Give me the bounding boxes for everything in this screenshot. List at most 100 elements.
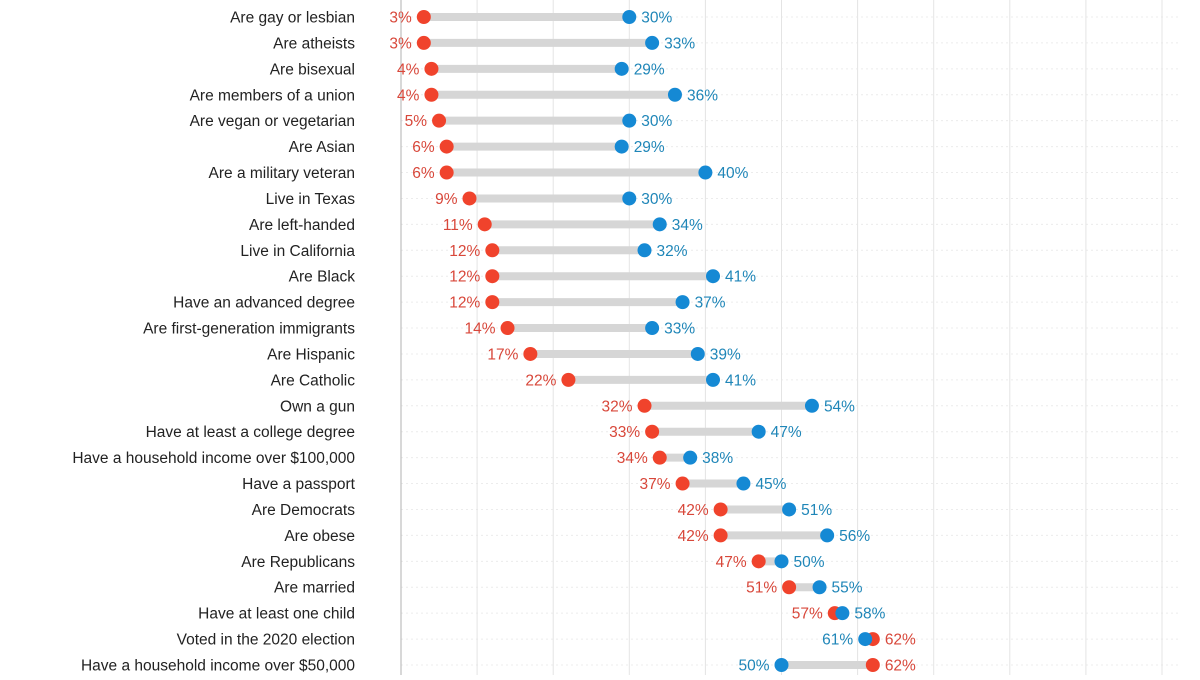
red-value-label: 51% (746, 580, 777, 597)
category-label: Are vegan or vegetarian (190, 113, 355, 130)
blue-value-label: 29% (634, 61, 665, 78)
blue-dot (690, 346, 705, 361)
red-dot (675, 476, 690, 491)
red-dot (439, 139, 454, 154)
blue-dot (614, 139, 629, 154)
blue-value-label: 30% (641, 10, 672, 27)
red-dot (477, 217, 492, 232)
category-label: Have a household income over $100,000 (72, 450, 355, 467)
dumbbell-row: Are members of a union 4% 36% (190, 87, 719, 104)
blue-dot (645, 35, 660, 50)
blue-dot (698, 165, 713, 180)
blue-dot (782, 502, 797, 517)
blue-value-label: 38% (702, 450, 733, 467)
red-value-label: 14% (465, 321, 496, 338)
dumbbell-row: Are Democrats 42% 51% (252, 502, 833, 519)
blue-dot (804, 398, 819, 413)
red-dot (751, 554, 766, 569)
category-label: Are gay or lesbian (230, 10, 355, 27)
red-value-label: 37% (640, 476, 671, 493)
red-value-label: 9% (435, 191, 458, 208)
blue-value-label: 30% (641, 113, 672, 130)
blue-dot (774, 658, 789, 672)
red-value-label: 4% (397, 87, 420, 104)
dumbbell-row: Are left-handed 11% 34% (249, 217, 703, 234)
dumbbell-row: Are atheists 3% 33% (273, 35, 695, 52)
red-dot (485, 269, 500, 284)
red-dot (782, 580, 797, 595)
blue-dot (652, 217, 667, 232)
blue-dot (667, 87, 682, 102)
category-label: Are married (274, 580, 355, 597)
dumbbell-row: Are Asian 6% 29% (289, 139, 665, 156)
red-value-label: 32% (601, 398, 632, 415)
blue-dot (820, 528, 835, 543)
category-label: Are first-generation immigrants (143, 321, 355, 338)
red-value-label: 12% (449, 269, 480, 286)
red-value-label: 62% (885, 632, 916, 649)
blue-value-label: 56% (839, 528, 870, 545)
blue-dot (622, 191, 637, 206)
dumbbell-row: Have at least a college degree 33% 47% (146, 424, 802, 441)
category-label: Are Democrats (252, 502, 356, 519)
red-value-label: 33% (609, 424, 640, 441)
red-dot (523, 346, 538, 361)
dumbbell-row: Own a gun 32% 54% (280, 398, 855, 415)
red-dot (652, 450, 667, 465)
red-value-label: 22% (525, 372, 556, 389)
blue-value-label: 51% (801, 502, 832, 519)
blue-value-label: 50% (738, 658, 769, 675)
red-value-label: 62% (885, 658, 916, 675)
red-value-label: 6% (412, 139, 435, 156)
blue-dot (751, 424, 766, 439)
red-dot (462, 191, 477, 206)
blue-dot (736, 476, 751, 491)
blue-dot (645, 321, 660, 336)
dumbbell-row: Are gay or lesbian 3% 30% (230, 10, 672, 27)
dumbbell-row: Are married 51% 55% (274, 580, 863, 597)
blue-dot (622, 10, 637, 24)
blue-value-label: 41% (725, 269, 756, 286)
red-value-label: 34% (617, 450, 648, 467)
red-value-label: 12% (449, 243, 480, 260)
red-dot (865, 658, 880, 672)
blue-dot (706, 269, 721, 284)
category-label: Live in Texas (266, 191, 356, 208)
category-label: Are left-handed (249, 217, 355, 234)
blue-value-label: 36% (687, 87, 718, 104)
dumbbell-row: Are Hispanic 17% 39% (267, 346, 741, 363)
category-label: Are Asian (289, 139, 355, 156)
red-dot (500, 321, 515, 336)
red-value-label: 17% (487, 346, 518, 363)
blue-value-label: 37% (695, 295, 726, 312)
dumbbell-row: Live in Texas 9% 30% (266, 191, 673, 208)
blue-dot (637, 243, 652, 258)
blue-value-label: 58% (854, 606, 885, 623)
red-dot (561, 372, 576, 387)
red-dot (432, 113, 447, 128)
category-label: Are Republicans (241, 554, 355, 571)
category-label: Are Hispanic (267, 346, 355, 363)
blue-dot (622, 113, 637, 128)
category-label: Are bisexual (270, 61, 355, 78)
category-label: Are a military veteran (209, 165, 355, 182)
blue-dot (774, 554, 789, 569)
category-label: Voted in the 2020 election (177, 632, 355, 649)
blue-value-label: 34% (672, 217, 703, 234)
dumbbell-row: Have a household income over $100,000 34%… (72, 450, 733, 467)
red-dot (424, 61, 439, 76)
red-value-label: 5% (405, 113, 428, 130)
blue-value-label: 33% (664, 321, 695, 338)
category-label: Are Black (289, 269, 356, 286)
category-label: Are obese (284, 528, 355, 545)
dumbbell-row: Have an advanced degree 12% 37% (173, 295, 726, 312)
blue-value-label: 39% (710, 346, 741, 363)
blue-value-label: 41% (725, 372, 756, 389)
red-dot (424, 87, 439, 102)
blue-value-label: 33% (664, 35, 695, 52)
dumbbell-row: Live in California 12% 32% (240, 243, 687, 260)
dumbbell-row: Have at least one child 57% 58% (198, 606, 885, 623)
blue-dot (706, 372, 721, 387)
red-dot (713, 502, 728, 517)
dumbbell-row: Are a military veteran 6% 40% (209, 165, 749, 182)
